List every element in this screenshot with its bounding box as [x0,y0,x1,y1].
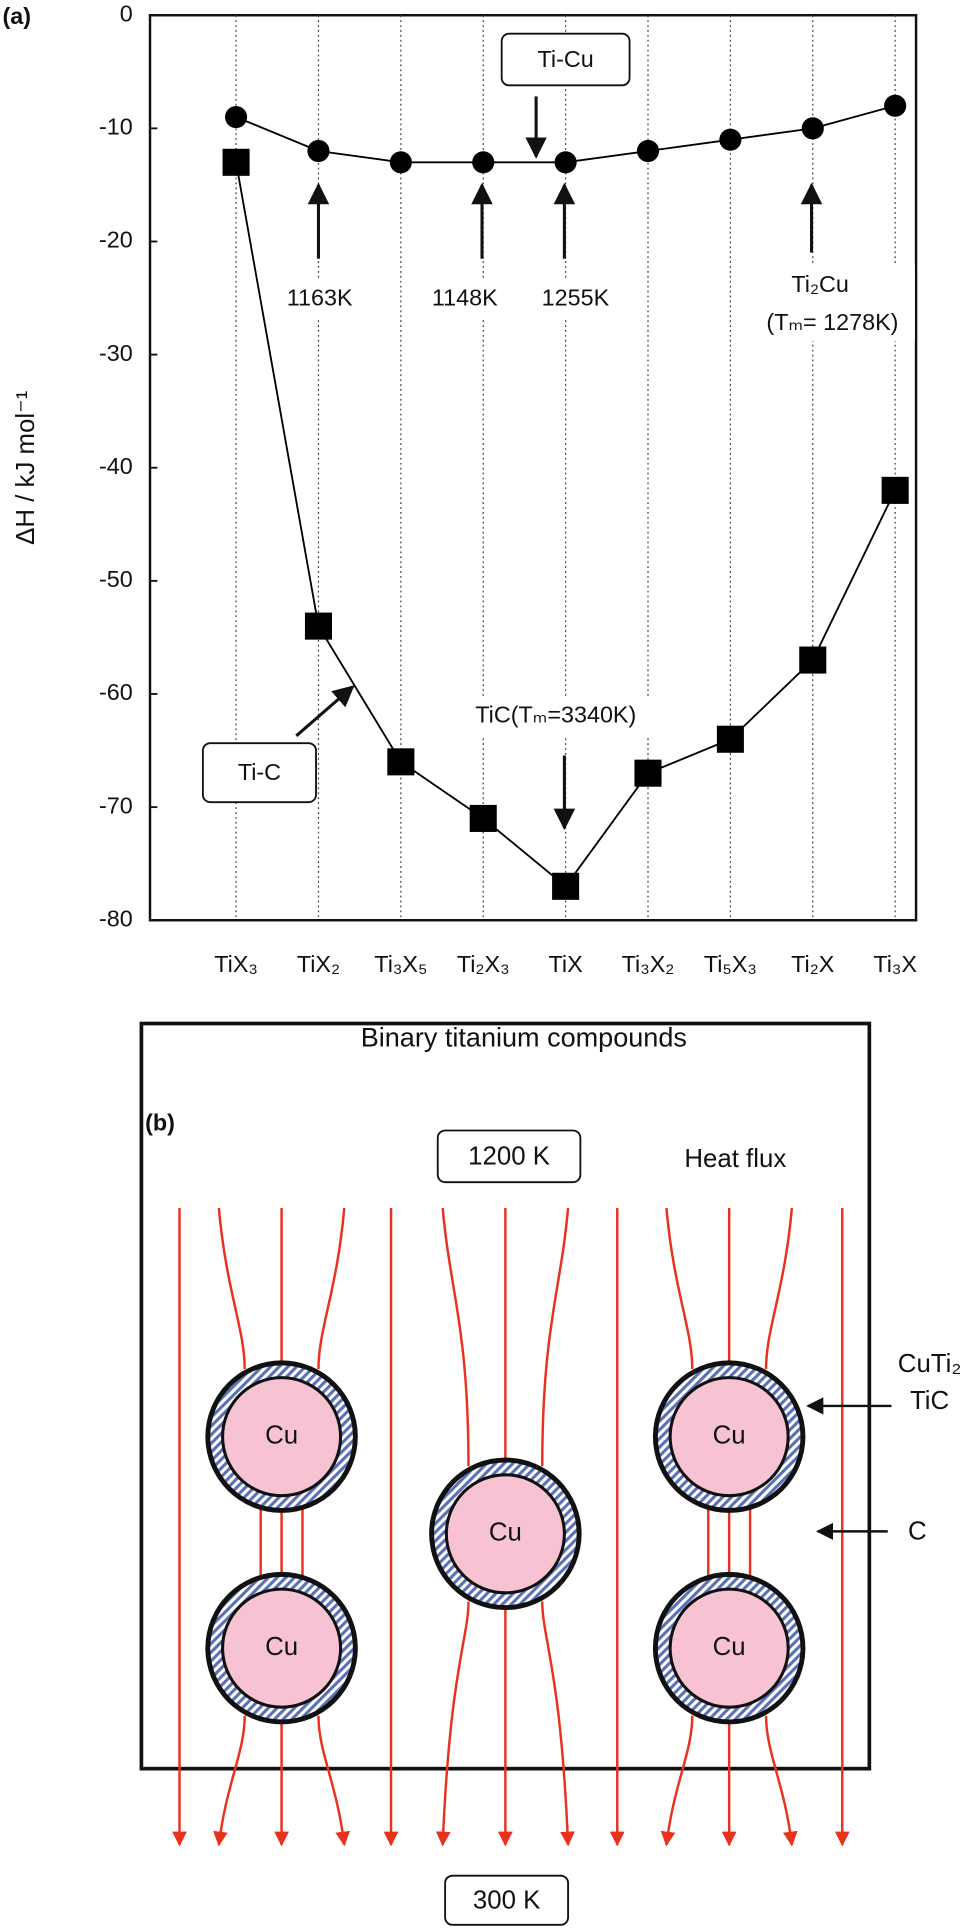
legend-label: Ti-Cu [538,46,594,72]
marker [881,476,909,504]
flux-line [435,1601,470,1847]
flux-line [317,1207,346,1370]
particle-core [444,1473,566,1595]
panel-label: (a) [2,3,31,29]
particle-core [668,1376,790,1498]
annotation: 1148K [432,284,498,310]
flux-line [541,1601,575,1847]
particle-label: Cu [713,1633,746,1661]
x-axis-label: Binary titanium compounds [361,1023,687,1053]
flux-line [764,1207,794,1370]
marker [799,646,827,674]
y-tick-label: -20 [99,227,133,253]
x-tick-label: Ti₃X [873,951,917,977]
marker [634,759,662,787]
particle-core [221,1376,343,1498]
particles: Cu Cu Cu Cu Cu [205,1360,806,1725]
x-tick-label: TiX₂ [297,951,340,977]
y-tick-label: -30 [99,340,133,366]
top-temperature: 1200 K [468,1142,550,1170]
marker [472,151,495,174]
y-tick-label: -80 [99,905,133,931]
marker [225,105,248,129]
particle-label: Cu [265,1633,298,1661]
panel-label: (b) [145,1110,175,1136]
x-tick-label: Ti₃X₅ [374,951,427,977]
annotation: TiC(Tₘ=3340K) [475,701,636,727]
flux-line [764,1715,798,1847]
y-tick-label: -60 [99,679,133,705]
flux-line [541,1207,570,1467]
marker [469,804,497,832]
marker [719,128,742,151]
label-box [444,1874,570,1926]
shell-label: TiC [910,1387,949,1415]
annotation: Ti₂Cu [791,271,849,297]
arrows [307,182,823,831]
y-tick-label: -70 [99,792,133,818]
y-tick-label: -10 [99,114,133,140]
shell-label: CuTi₂ [898,1350,962,1378]
y-tick-label: 0 [120,0,133,26]
label-bg [436,698,677,736]
marker [304,612,332,640]
annotation: 1255K [542,284,610,310]
matrix-label: C [908,1517,927,1545]
chart-a: (a) Binary titanium compounds ΔH / kJ mo… [2,0,917,1052]
marker [389,151,412,174]
heat-flux-lines [172,1207,850,1847]
marker [552,872,580,900]
arrow [295,685,355,737]
flux-line [213,1715,246,1847]
marker [801,117,824,140]
marker [884,94,907,117]
legend-box [500,32,631,87]
legend-label: Ti-C [238,759,281,785]
label-box [436,1129,582,1184]
x-tick-label: Ti₂X₃ [457,951,510,977]
y-tick-label: -50 [99,566,133,592]
particle-label: Cu [713,1421,746,1449]
marker [307,139,330,163]
label-bg [280,280,360,318]
flux-line [441,1207,470,1467]
x-tick-label: TiX₃ [214,951,258,977]
y-tick-label: -40 [99,453,133,479]
label-bg [526,280,630,318]
marker [387,748,415,776]
x-tick-label: Ti₃X₂ [622,951,675,977]
label-bg [732,264,915,342]
x-tick-label: TiX [549,951,584,977]
legend-box [201,742,317,804]
particle-label: Cu [489,1519,522,1547]
annotation: (Tₘ= 1278K) [766,309,898,335]
x-tick-label: Ti₂X [791,951,835,977]
label-bg [415,280,519,318]
heat-flux-label: Heat flux [684,1145,786,1173]
particle-label: Cu [265,1421,298,1449]
flux-line [317,1715,351,1847]
marker [554,151,577,174]
flux-line [660,1715,694,1847]
bottom-temperature: 300 K [473,1886,540,1914]
y-axis-label: ΔH / kJ mol⁻¹ [12,390,40,545]
marker [222,148,250,176]
marker [716,725,744,753]
flux-line [665,1207,694,1370]
marker [636,139,660,163]
x-tick-label: Ti₅X₃ [704,951,757,977]
particle-core [668,1587,790,1709]
flux-line [217,1207,246,1370]
annotation: 1163K [287,284,353,310]
diagram-b: (b) 1200 K Heat flux Cu Cu Cu Cu Cu CuTi₂ Ti… [139,1021,962,1926]
particle-core [221,1587,343,1709]
